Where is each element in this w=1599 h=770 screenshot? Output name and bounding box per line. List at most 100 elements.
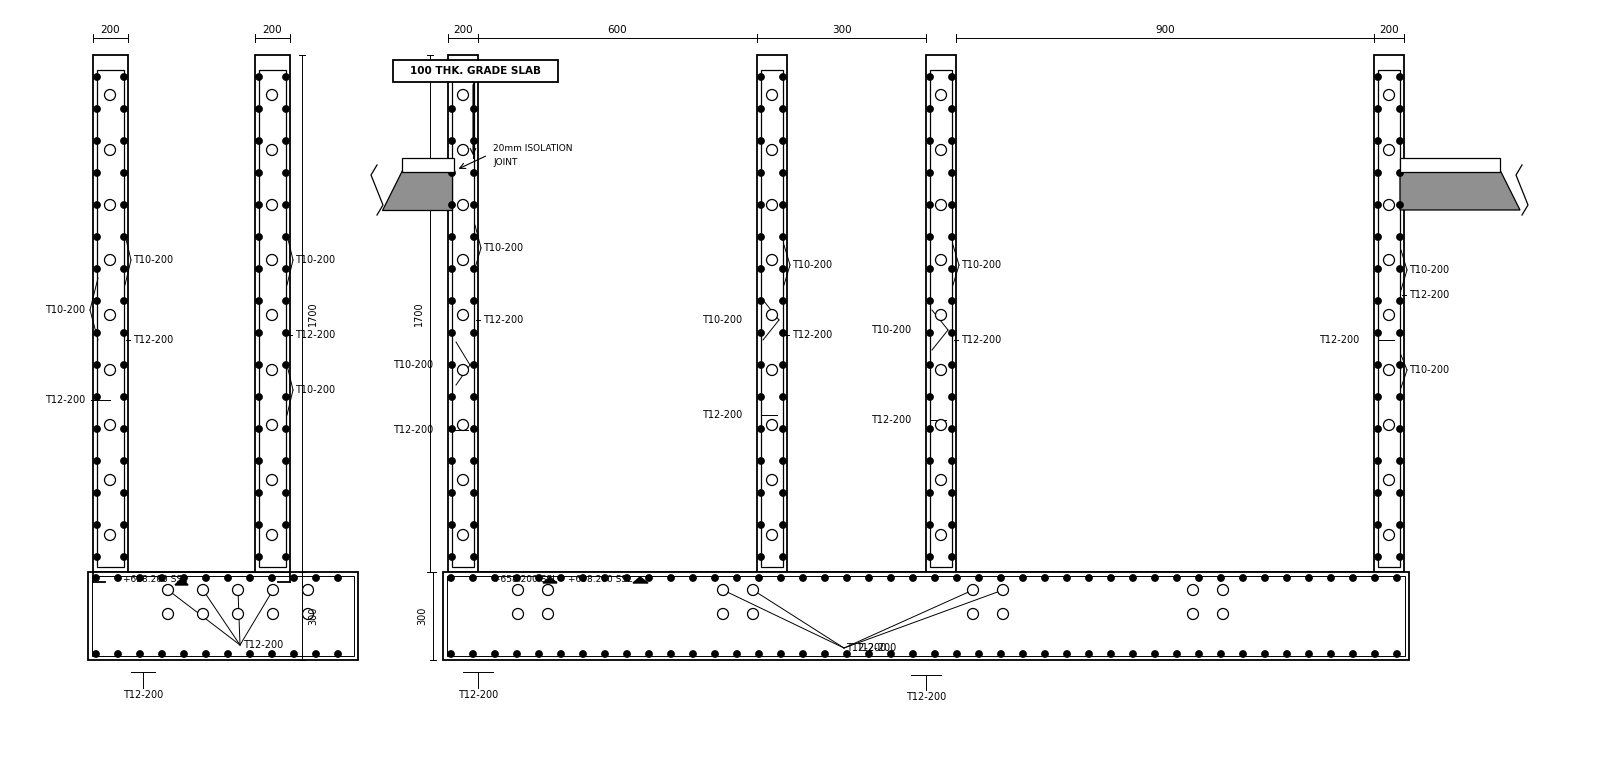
- Text: 200: 200: [453, 25, 473, 35]
- Circle shape: [1372, 574, 1378, 581]
- Circle shape: [448, 457, 456, 464]
- Circle shape: [998, 608, 1009, 620]
- Text: T12-200: T12-200: [1409, 290, 1449, 300]
- Circle shape: [712, 651, 718, 658]
- Circle shape: [935, 255, 947, 266]
- Text: JOINT: JOINT: [492, 158, 518, 166]
- Circle shape: [256, 521, 262, 528]
- Text: T12-200: T12-200: [243, 640, 283, 650]
- Circle shape: [953, 651, 961, 658]
- Bar: [88, 572, 358, 660]
- Text: T12-200: T12-200: [133, 335, 173, 345]
- Circle shape: [1383, 199, 1394, 210]
- Text: T10-200: T10-200: [792, 260, 831, 270]
- Circle shape: [256, 169, 262, 176]
- Circle shape: [104, 474, 115, 486]
- Circle shape: [667, 651, 675, 658]
- Circle shape: [120, 361, 128, 369]
- Circle shape: [766, 255, 777, 266]
- Circle shape: [758, 266, 764, 273]
- Circle shape: [758, 73, 764, 81]
- Circle shape: [256, 266, 262, 273]
- Text: 600: 600: [608, 25, 627, 35]
- Circle shape: [457, 255, 469, 266]
- Polygon shape: [382, 170, 453, 210]
- Circle shape: [755, 651, 763, 658]
- Circle shape: [256, 202, 262, 209]
- Circle shape: [579, 574, 587, 581]
- Circle shape: [448, 330, 456, 336]
- Bar: [98, 70, 125, 567]
- Circle shape: [256, 490, 262, 497]
- Circle shape: [948, 73, 956, 81]
- Text: T10-200: T10-200: [961, 260, 1001, 270]
- Circle shape: [935, 199, 947, 210]
- Circle shape: [1375, 554, 1382, 561]
- Text: T12-200: T12-200: [855, 643, 897, 653]
- Circle shape: [1086, 574, 1092, 581]
- Circle shape: [1396, 330, 1404, 336]
- Text: T12-200: T12-200: [907, 692, 947, 702]
- Circle shape: [470, 393, 478, 400]
- Circle shape: [1086, 651, 1092, 658]
- Circle shape: [1375, 297, 1382, 304]
- Circle shape: [283, 330, 289, 336]
- Circle shape: [283, 361, 289, 369]
- Circle shape: [758, 554, 764, 561]
- Circle shape: [1375, 73, 1382, 81]
- Circle shape: [1305, 651, 1313, 658]
- Circle shape: [953, 574, 961, 581]
- Circle shape: [93, 490, 101, 497]
- Circle shape: [1375, 490, 1382, 497]
- Circle shape: [935, 310, 947, 320]
- Circle shape: [865, 574, 873, 581]
- Circle shape: [948, 138, 956, 145]
- Circle shape: [1396, 426, 1404, 433]
- Circle shape: [120, 266, 128, 273]
- Circle shape: [120, 202, 128, 209]
- Circle shape: [536, 574, 542, 581]
- Bar: [254, 55, 289, 572]
- Circle shape: [256, 426, 262, 433]
- Circle shape: [887, 574, 894, 581]
- Polygon shape: [633, 577, 648, 583]
- Circle shape: [926, 266, 934, 273]
- Circle shape: [93, 457, 101, 464]
- Circle shape: [948, 233, 956, 240]
- Circle shape: [1041, 651, 1049, 658]
- Circle shape: [457, 530, 469, 541]
- Text: 100 THK. GRADE SLAB: 100 THK. GRADE SLAB: [409, 66, 540, 76]
- Circle shape: [747, 608, 758, 620]
- Circle shape: [470, 233, 478, 240]
- Circle shape: [448, 73, 456, 81]
- Circle shape: [747, 584, 758, 595]
- Circle shape: [163, 584, 174, 595]
- Circle shape: [766, 530, 777, 541]
- Circle shape: [1217, 651, 1225, 658]
- Circle shape: [800, 651, 806, 658]
- Circle shape: [283, 457, 289, 464]
- Circle shape: [120, 169, 128, 176]
- Circle shape: [1239, 574, 1247, 581]
- Circle shape: [104, 530, 115, 541]
- Circle shape: [1372, 651, 1378, 658]
- Circle shape: [93, 233, 101, 240]
- Circle shape: [267, 199, 278, 210]
- Circle shape: [470, 330, 478, 336]
- Circle shape: [256, 393, 262, 400]
- Circle shape: [457, 310, 469, 320]
- Circle shape: [1396, 554, 1404, 561]
- Circle shape: [718, 584, 729, 595]
- Text: T12-200: T12-200: [457, 690, 499, 700]
- Circle shape: [601, 574, 609, 581]
- Circle shape: [779, 426, 787, 433]
- Circle shape: [93, 330, 101, 336]
- Circle shape: [181, 574, 187, 581]
- Circle shape: [1063, 651, 1070, 658]
- Text: T10-200: T10-200: [1409, 365, 1449, 375]
- Bar: [931, 70, 951, 567]
- Circle shape: [926, 361, 934, 369]
- Circle shape: [779, 73, 787, 81]
- Circle shape: [1375, 426, 1382, 433]
- Circle shape: [844, 651, 851, 658]
